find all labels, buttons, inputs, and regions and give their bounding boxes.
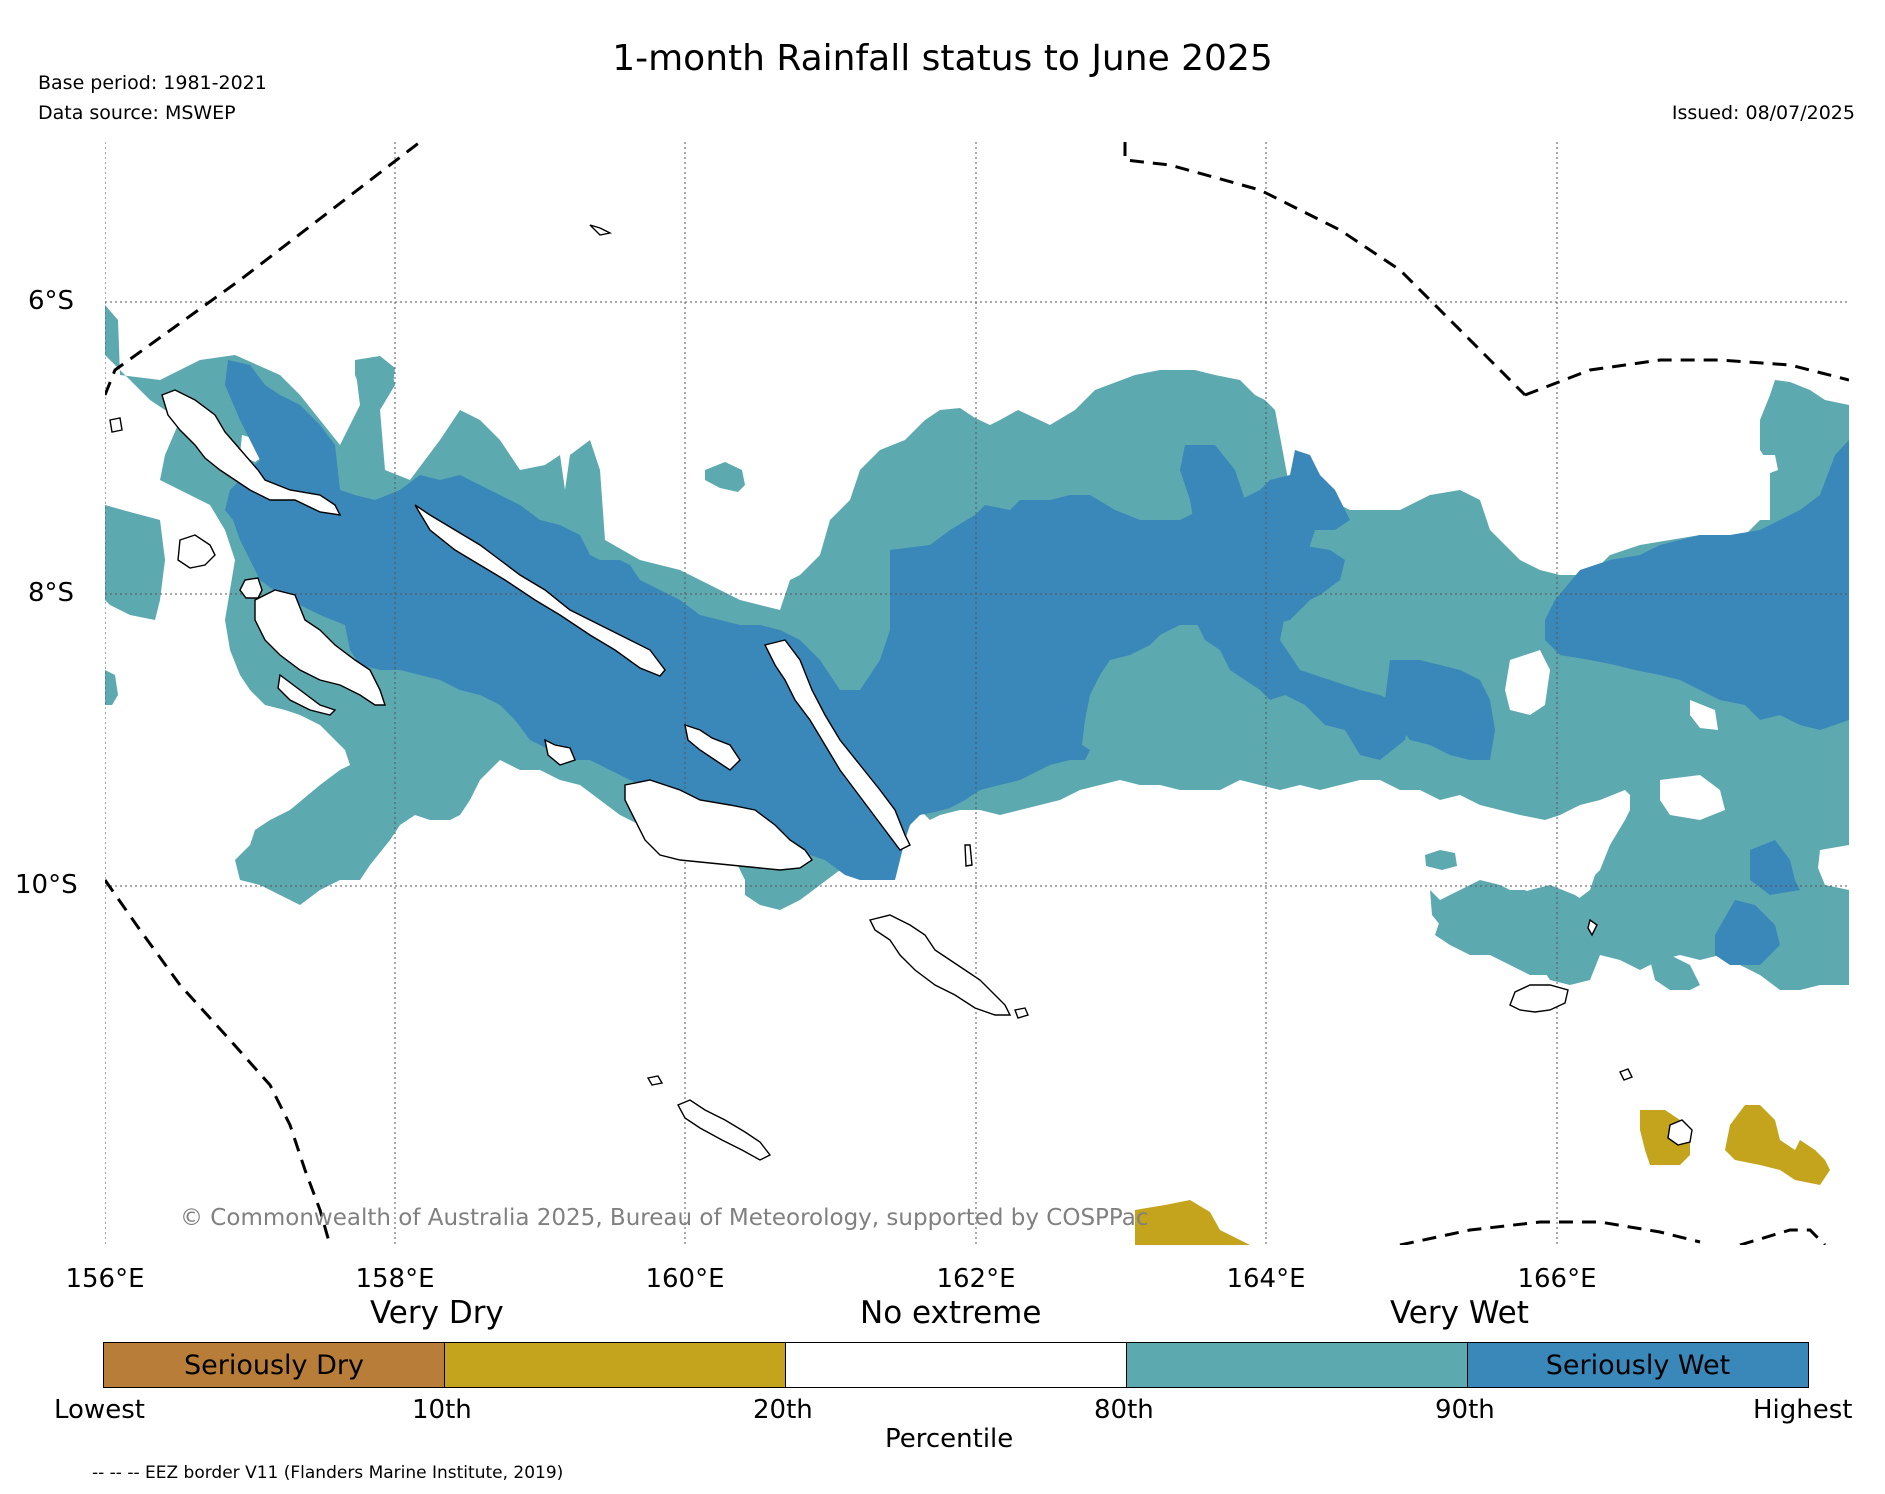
island-kolombangara [239, 577, 263, 599]
colorbar-tick-lowest: Lowest [54, 1395, 145, 1425]
island-ndende [1509, 984, 1569, 1013]
island-russell [544, 738, 576, 766]
colorbar-tick-20th: 20th [753, 1395, 813, 1425]
colorbar-axis-label: Percentile [885, 1424, 1014, 1454]
seriously-wet-se-1 [1750, 840, 1800, 895]
no-extreme-patch-4 [1690, 700, 1718, 730]
island-bellona [646, 1075, 664, 1086]
seriously-wet-east-lower [1385, 660, 1495, 760]
island-new-georgia [254, 589, 386, 706]
no-extreme-patch-6 [1818, 845, 1849, 890]
island-rendova [277, 673, 337, 716]
colorbar-tick-10th: 10th [412, 1395, 472, 1425]
legend-header-very-dry: Very Dry [370, 1295, 504, 1331]
coastlines [109, 224, 1693, 1161]
very-dry-south-3 [1725, 1105, 1830, 1185]
legend-header-very-wet: Very Wet [1390, 1295, 1529, 1331]
wet-region-east-island [1650, 955, 1700, 990]
seriously-wet-east [1545, 440, 1849, 730]
island-sikaiana [964, 844, 973, 867]
eez-border [105, 142, 1849, 1245]
wet-region-islet-3 [1425, 850, 1457, 870]
lon-label-158e: 158°E [355, 1264, 434, 1294]
gridlines [105, 142, 1849, 1245]
base-period-label: Base period: 1981-2021 [38, 72, 267, 94]
island-tikopia [1619, 1068, 1633, 1081]
issued-date-label: Issued: 08/07/2025 [1671, 102, 1855, 124]
island-makira [868, 914, 1012, 1016]
colorbar-no-extreme [785, 1342, 1127, 1388]
wet-region-southeast [1435, 885, 1625, 975]
lon-label-164e: 164°E [1226, 1264, 1305, 1294]
island-guadalcanal [624, 779, 813, 871]
no-extreme-patch-3 [1505, 650, 1550, 715]
legend-header-no-extreme: No extreme [860, 1295, 1042, 1331]
island-vanikoro [1667, 1119, 1693, 1146]
lat-label-10s: 10°S [15, 870, 78, 900]
island-ugi [1014, 1007, 1029, 1019]
lon-label-162e: 162°E [936, 1264, 1015, 1294]
wet-region-islet-1 [355, 356, 395, 392]
island-shortland [109, 417, 123, 433]
seriously-wet-west [225, 360, 1350, 880]
island-vella-lavella [177, 534, 216, 569]
colorbar-very-dry [444, 1342, 786, 1388]
wet-region-west-b [105, 505, 165, 620]
island-ontong-java [589, 224, 613, 236]
island-rennell [677, 1099, 772, 1161]
map-layers [105, 142, 1849, 1245]
colorbar-tick-highest: Highest [1753, 1395, 1853, 1425]
very-dry-south-1 [1135, 1200, 1250, 1245]
lon-label-160e: 160°E [645, 1264, 724, 1294]
island-florida-islands [684, 723, 741, 771]
wet-region-west-c [105, 670, 118, 705]
colorbar-very-wet [1126, 1342, 1468, 1388]
colorbar-tick-80th: 80th [1094, 1395, 1154, 1425]
lat-label-8s: 8°S [28, 578, 74, 608]
lon-label-156e: 156°E [65, 1264, 144, 1294]
copyright-notice: © Commonwealth of Australia 2025, Bureau… [180, 1205, 1149, 1231]
island-malaita [763, 639, 911, 851]
lat-label-6s: 6°S [28, 286, 74, 316]
island-santa-isabel [414, 504, 666, 677]
seriously-wet-central-east [1175, 445, 1410, 760]
colorbar-tick-90th: 90th [1435, 1395, 1495, 1425]
map-title: 1-month Rainfall status to June 2025 [612, 38, 1273, 79]
lon-label-166e: 166°E [1517, 1264, 1596, 1294]
colorbar-seriously-dry: Seriously Dry [103, 1342, 445, 1388]
island-reef-islands [1587, 918, 1598, 937]
eez-footnote: -- -- -- EEZ border V11 (Flanders Marine… [92, 1463, 564, 1483]
island-choiseul [161, 389, 342, 516]
no-extreme-patch-2 [1760, 455, 1778, 475]
colorbar-seriously-wet: Seriously Wet [1467, 1342, 1809, 1388]
wet-region-islet-2 [705, 462, 745, 492]
no-extreme-patch-5 [1660, 775, 1725, 820]
data-source-label: Data source: MSWEP [38, 102, 236, 124]
seriously-wet-se-2 [1715, 900, 1780, 965]
